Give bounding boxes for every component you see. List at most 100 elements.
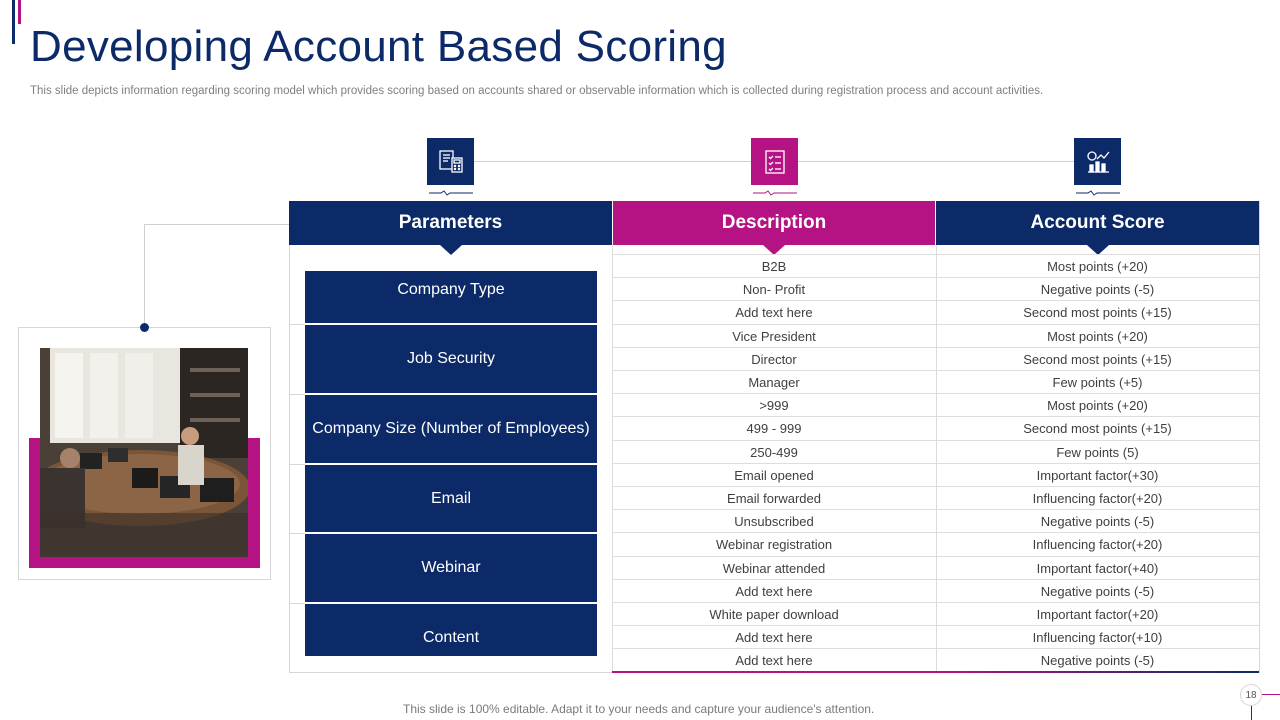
row-account-score: Second most points (+15): [1023, 421, 1172, 437]
footer-text: This slide is 100% editable. Adapt it to…: [403, 702, 875, 716]
column-separator: [936, 245, 937, 673]
rows-top-border: [612, 254, 1259, 255]
row-description: White paper download: [709, 607, 839, 622]
analytics-icon: [1074, 138, 1121, 185]
header-description-label: Description: [721, 212, 827, 233]
table-row: Webinar registration Influencing factor(+…: [612, 533, 1259, 557]
row-description: Add text here: [735, 583, 813, 599]
header-description: Description: [613, 201, 935, 255]
page-title: Developing Account Based Scoring: [30, 22, 727, 71]
table-row: White paper download Important factor(+20…: [612, 603, 1259, 627]
param-webinar: Webinar: [305, 534, 597, 602]
param-label: Webinar: [421, 559, 481, 576]
param-label: Company Type: [397, 281, 505, 298]
table-row: Manager Few points (+5): [612, 371, 1259, 395]
row-account-score: Important factor(+40): [1036, 560, 1159, 576]
param-row-divider: [290, 603, 305, 604]
table-row: Unsubscribed Negative points (-5): [612, 510, 1259, 534]
row-description: Add text here: [735, 305, 813, 321]
row-account-score: Negative points (-5): [1040, 583, 1155, 599]
row-account-score: Influencing factor(+10): [1032, 630, 1163, 646]
row-account-score: Few points (+5): [1052, 375, 1143, 390]
param-label: Company Size (Number of Employees): [312, 420, 590, 437]
param-email: Email: [305, 465, 597, 532]
row-account-score: Important factor(+30): [1036, 467, 1159, 483]
param-row-divider: [290, 533, 305, 534]
table-row: Add text here Negative points (-5): [612, 649, 1259, 673]
row-account-score: Negative points (-5): [1040, 514, 1155, 530]
row-description: Non- Profit: [742, 282, 806, 298]
table-row: Non- Profit Negative points (-5): [612, 278, 1259, 302]
row-description: Vice President: [732, 328, 816, 344]
row-description: Email opened: [734, 467, 814, 483]
row-description: Webinar attended: [722, 560, 826, 576]
param-job-security: Job Security: [305, 325, 597, 393]
row-description: Webinar registration: [715, 537, 833, 553]
page-number-line: [1262, 694, 1280, 695]
param-label: Job Security: [406, 350, 496, 367]
header-notch: [1086, 245, 1109, 255]
checklist-icon: [751, 138, 798, 185]
row-description: 499 - 999: [746, 421, 802, 437]
param-row-divider: [290, 324, 305, 325]
row-account-score: Most points (+20): [1047, 259, 1148, 274]
table-row: Add text here Influencing factor(+10): [612, 626, 1259, 650]
header-account-score: Account Score: [936, 201, 1259, 255]
table-row: Director Second most points (+15): [612, 348, 1259, 371]
row-account-score: Influencing factor(+20): [1032, 491, 1163, 506]
row-account-score: Influencing factor(+20): [1032, 537, 1163, 553]
row-description: Director: [751, 351, 797, 367]
title-accent-bar: [12, 0, 15, 44]
row-account-score: Negative points (-5): [1040, 282, 1155, 298]
param-content: Content: [305, 604, 597, 656]
row-account-score: Negative points (-5): [1040, 653, 1155, 669]
param-row-divider: [290, 394, 305, 395]
photo-connector-vertical: [144, 224, 145, 328]
table-row: Webinar attended Important factor(+40): [612, 557, 1259, 580]
row-description: Add text here: [735, 630, 813, 646]
title-accent-bar-secondary: [18, 0, 21, 24]
row-description: B2B: [761, 259, 787, 274]
photo-connector-horizontal: [144, 224, 290, 225]
table-bottom-accent: [612, 671, 1259, 673]
meeting-room-photo: [40, 348, 248, 557]
row-description: Add text here: [735, 653, 813, 669]
table-row: Vice President Most points (+20): [612, 325, 1259, 348]
icon-underline-decoration: [429, 190, 473, 196]
row-account-score: Important factor(+20): [1036, 607, 1159, 622]
param-company-type: Company Type: [305, 271, 597, 323]
header-notch: [763, 245, 785, 255]
row-account-score: Few points (5): [1056, 444, 1139, 460]
table-row: 499 - 999 Second most points (+15): [612, 417, 1259, 441]
row-account-score: Second most points (+15): [1023, 351, 1172, 367]
icon-underline-decoration: [753, 190, 797, 196]
calculator-document-icon: [427, 138, 474, 185]
table-row: Add text here Negative points (-5): [612, 580, 1259, 603]
row-description: Unsubscribed: [734, 514, 814, 530]
table-row: Email forwarded Influencing factor(+20): [612, 487, 1259, 511]
page-subtitle: This slide depicts information regarding…: [30, 85, 1044, 97]
row-account-score: Second most points (+15): [1023, 305, 1172, 321]
param-company-size: Company Size (Number of Employees): [305, 395, 597, 463]
photo-connector-dot: [140, 323, 149, 332]
column-separator: [612, 245, 613, 673]
table-row: Email opened Important factor(+30): [612, 464, 1259, 487]
header-account-score-label: Account Score: [1030, 212, 1165, 233]
page-number: 18: [1240, 684, 1262, 706]
table-row: B2B Most points (+20): [612, 255, 1259, 279]
icon-underline-decoration: [1076, 190, 1120, 196]
row-description: 250-499: [750, 444, 798, 460]
row-account-score: Most points (+20): [1047, 328, 1148, 344]
param-label: Email: [430, 489, 471, 507]
row-description: >999: [759, 398, 789, 414]
page-number-line-vertical: [1251, 706, 1252, 720]
row-account-score: Most points (+20): [1047, 398, 1148, 414]
table-row: 250-499 Few points (5): [612, 441, 1259, 464]
header-notch: [439, 245, 462, 255]
row-description: Email forwarded: [727, 491, 821, 506]
header-parameters-label: Parameters: [398, 212, 503, 233]
table-row: Add text here Second most points (+15): [612, 301, 1259, 325]
table-row: >999 Most points (+20): [612, 394, 1259, 418]
param-label: Content: [422, 629, 480, 646]
row-description: Manager: [748, 375, 800, 390]
